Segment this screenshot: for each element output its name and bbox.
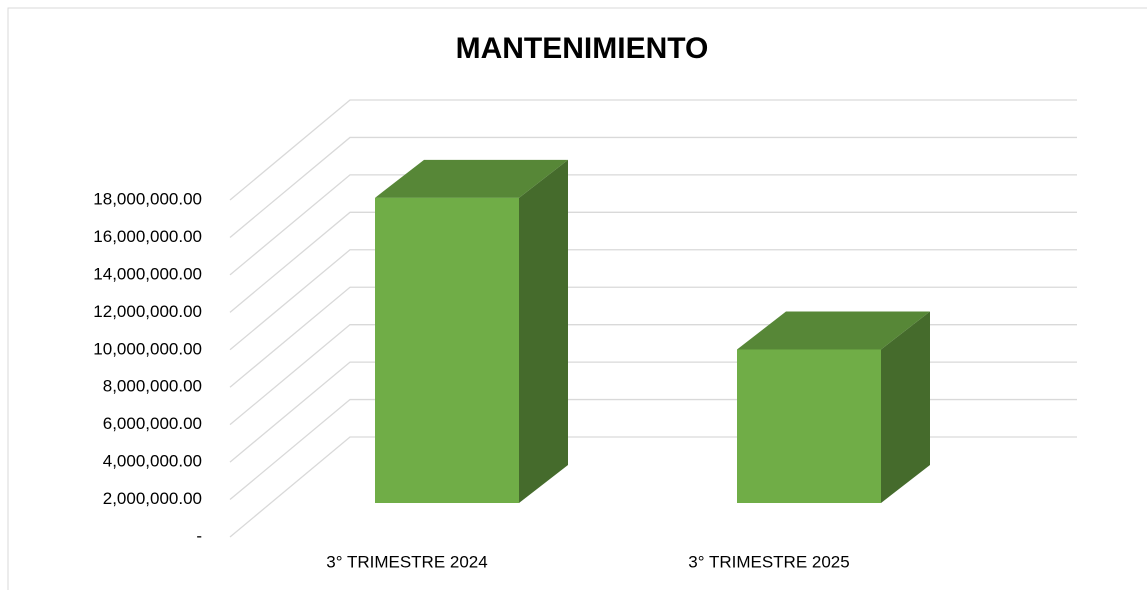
grid-line [229,324,1077,426]
grid-line [229,361,1077,463]
y-tick-label: - [196,526,202,545]
grid-line [229,398,1077,501]
y-tick-label: 18,000,000.00 [93,189,202,208]
grid-line [229,436,1077,538]
bar-top [737,311,930,350]
y-tick-label: 8,000,000.00 [103,377,202,396]
bar-side [881,311,930,503]
bar [375,197,519,504]
y-tick-label: 12,000,000.00 [93,302,202,321]
grid-line [229,249,1077,351]
x-tick-label: 3° TRIMESTRE 2025 [688,552,849,571]
chart-frame [7,7,1147,590]
grid-line [229,211,1077,313]
y-tick-label: 4,000,000.00 [103,452,202,471]
y-tick-label: 2,000,000.00 [103,489,202,508]
y-tick-label: 10,000,000.00 [93,339,202,358]
y-tick-label: 6,000,000.00 [103,414,202,433]
y-tick-label: 16,000,000.00 [93,227,202,246]
grid-line [229,286,1077,388]
y-tick-label: 14,000,000.00 [93,264,202,283]
bar-side [519,159,568,504]
grid-line [229,99,1077,201]
grid-line [229,174,1077,276]
chart-title: MANTENIMIENTO [456,32,709,65]
bar-top [375,159,568,198]
grid-line [229,136,1077,238]
bar [737,349,881,503]
x-tick-label: 3° TRIMESTRE 2024 [326,552,487,571]
